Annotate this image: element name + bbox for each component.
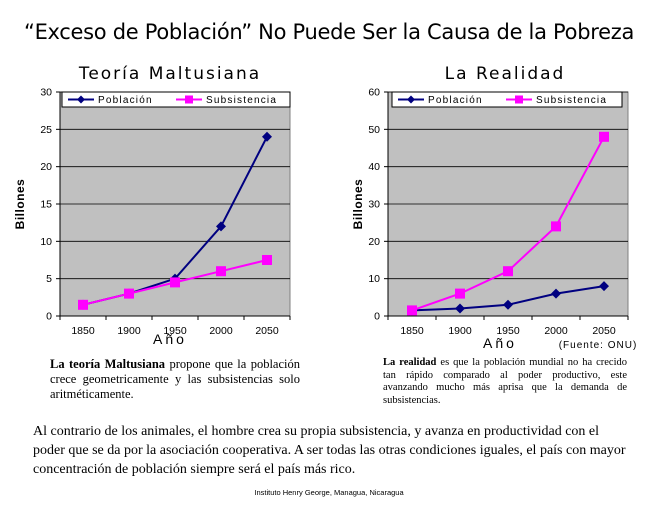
data-point-poblacion xyxy=(455,303,465,314)
data-point-subsistencia xyxy=(551,221,561,232)
caption-realidad: La realidad es que la población mundial … xyxy=(383,357,627,407)
y-tick-label: 30 xyxy=(40,87,52,99)
caption-realidad-bold: La realidad xyxy=(383,357,437,368)
y-tick-label: 20 xyxy=(368,236,380,248)
data-point-subsistencia xyxy=(216,266,226,277)
caption-maltusiana: La teoría Maltusiana propone que la pobl… xyxy=(50,357,300,402)
bottom-paragraph: Al contrario de los animales, el hombre … xyxy=(33,424,626,477)
legend-marker xyxy=(407,95,415,104)
x-tick-label: 2000 xyxy=(544,325,568,337)
y-tick-label: 30 xyxy=(368,199,380,211)
y-tick-label: 10 xyxy=(40,236,52,248)
page-title: “Exceso de Población” No Puede Ser la Ca… xyxy=(23,20,635,44)
y-axis-label: Billones xyxy=(351,179,365,230)
y-tick-label: 5 xyxy=(46,273,52,285)
y-tick-label: 40 xyxy=(368,161,380,173)
legend-marker xyxy=(185,95,193,104)
x-tick-label: 1850 xyxy=(71,325,95,337)
credit-text: Instituto Henry George, Managua, Nicarag… xyxy=(254,488,404,497)
chart-title-maltusiana: Teoría Maltusiana xyxy=(78,64,262,84)
x-tick-label: 1950 xyxy=(496,325,520,337)
x-axis-label: Año xyxy=(483,335,517,351)
data-point-subsistencia xyxy=(170,277,180,288)
y-tick-label: 10 xyxy=(368,273,380,285)
chart-realidad: 0 10 20 30 40 50 60 1850 1900 1950 2000 2050 Billone… xyxy=(351,87,638,352)
chart-title-realidad: La Realidad xyxy=(444,64,566,84)
y-axis-label: Billones xyxy=(13,179,27,230)
data-point-subsistencia xyxy=(455,288,465,299)
data-point-poblacion xyxy=(262,131,272,142)
data-point-poblacion xyxy=(216,221,226,232)
x-tick-label: 1900 xyxy=(448,325,472,337)
x-tick-label: 2050 xyxy=(255,325,279,337)
x-tick-label: 1850 xyxy=(400,325,424,337)
x-tick-label: 1950 xyxy=(163,325,187,337)
x-axis-label: Año xyxy=(153,331,187,347)
legend-marker xyxy=(515,95,523,104)
caption-maltusiana-bold: La teoría Maltusiana xyxy=(50,357,166,371)
y-tick-label: 50 xyxy=(368,124,380,136)
y-tick-label: 0 xyxy=(46,311,52,323)
x-tick-label: 2000 xyxy=(209,325,233,337)
data-point-subsistencia xyxy=(503,266,513,277)
legend-marker xyxy=(77,95,85,104)
data-point-poblacion xyxy=(503,299,513,310)
data-point-subsistencia xyxy=(124,288,134,299)
caption-realidad-text: es que la población mundial no ha crecid… xyxy=(383,357,627,406)
data-point-subsistencia xyxy=(262,255,272,265)
data-point-subsistencia xyxy=(407,305,417,316)
y-tick-label: 20 xyxy=(40,161,52,173)
legend-label: Subsistencia xyxy=(206,95,277,106)
x-tick-label: 2050 xyxy=(592,325,616,337)
legend-label: Población xyxy=(428,95,483,106)
x-tick-label: 1900 xyxy=(117,325,141,337)
y-tick-label: 25 xyxy=(40,124,52,136)
data-point-poblacion xyxy=(599,281,609,292)
caption-maltusiana-text: propone que la población crece geometric… xyxy=(50,357,300,401)
source-note: (Fuente: ONU) xyxy=(559,340,638,351)
data-point-poblacion xyxy=(551,288,561,299)
y-tick-label: 60 xyxy=(368,87,380,99)
chart-maltusiana: 0 5 10 15 20 25 30 1850 1900 1950 2000 2050 Billones… xyxy=(13,87,291,347)
y-tick-label: 0 xyxy=(374,311,380,323)
data-point-subsistencia xyxy=(599,131,609,142)
legend-label: Población xyxy=(98,95,153,106)
data-point-subsistencia xyxy=(78,299,88,310)
legend-label: Subsistencia xyxy=(536,95,607,106)
y-tick-label: 15 xyxy=(40,199,52,211)
